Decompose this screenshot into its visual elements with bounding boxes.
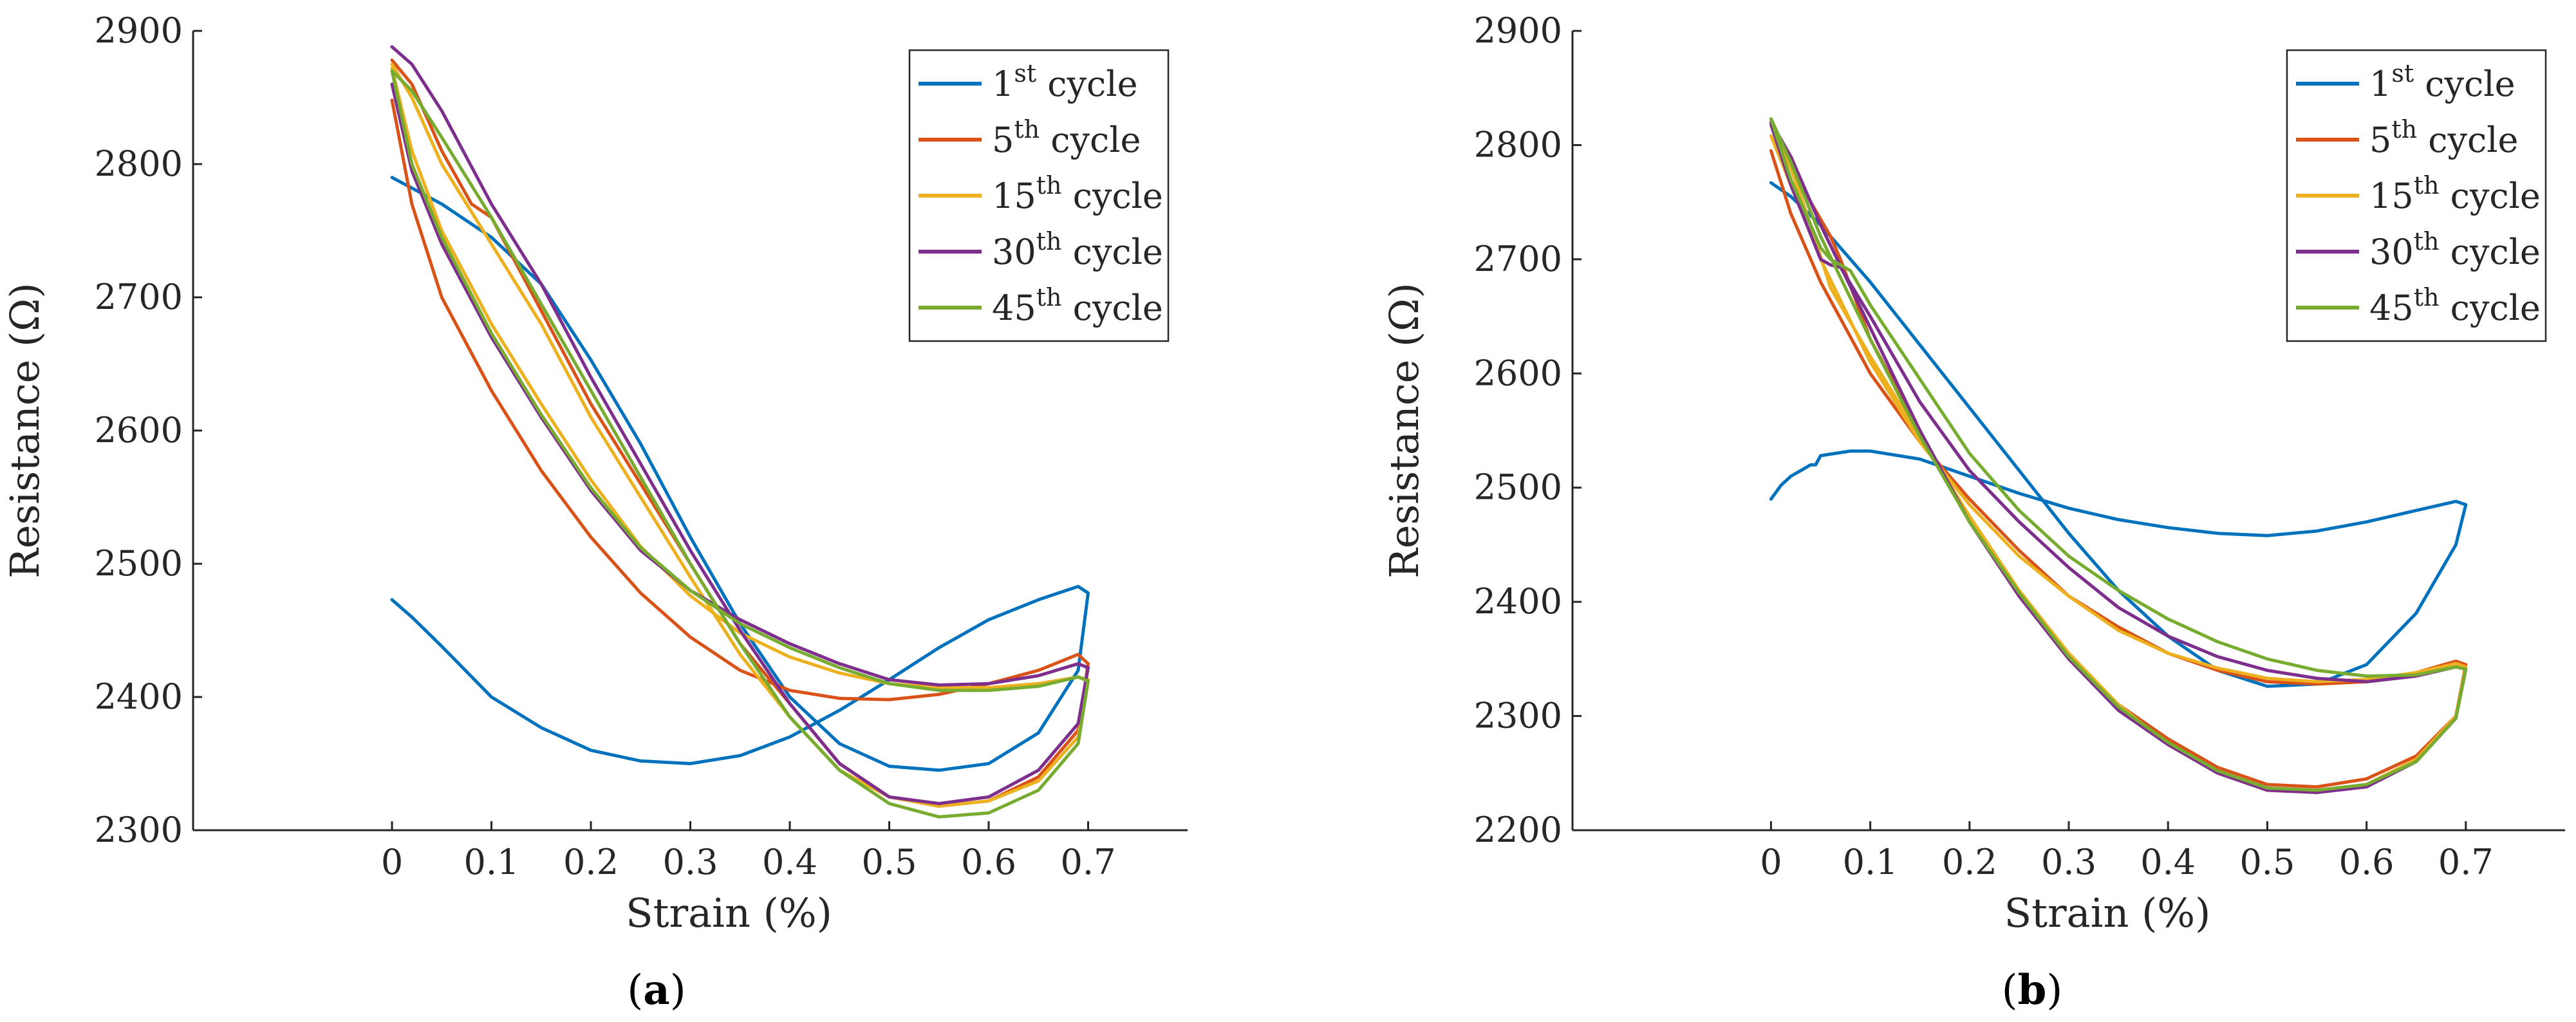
- legend-entry-number: 1: [992, 64, 1014, 104]
- series-line-45th-cycle: [1769, 117, 2468, 792]
- x-tick-label: 0.4: [2140, 842, 2196, 882]
- legend-entry-text: cycle: [2439, 176, 2540, 216]
- legend-entry: 15th cycle: [992, 171, 1163, 216]
- y-tick-label: 2500: [1474, 467, 1562, 508]
- x-tick-label: 0.2: [563, 842, 619, 882]
- panel-caption-close: ): [2046, 967, 2062, 1014]
- legend-entry-superscript: st: [1014, 59, 1036, 88]
- legend-entry-text: cycle: [1040, 120, 1141, 160]
- legend-entry-text: cycle: [2414, 64, 2515, 104]
- legend-entry-superscript: th: [2414, 171, 2440, 200]
- x-tick-label: 0.3: [2041, 842, 2096, 882]
- legend-entry-superscript: th: [1036, 227, 1062, 256]
- x-tick-label: 0: [381, 842, 403, 882]
- legend-entry: 45th cycle: [2369, 283, 2541, 328]
- legend-entry-number: 15: [992, 176, 1036, 216]
- legend-entry-text: cycle: [1036, 64, 1137, 104]
- x-tick-label: 0: [1760, 842, 1782, 882]
- legend-entry-text: cycle: [1061, 288, 1162, 328]
- legend-entry-text: cycle: [1061, 176, 1162, 216]
- x-tick-label: 0.2: [1942, 842, 1997, 882]
- x-tick-label: 0.5: [862, 842, 917, 882]
- legend-entry: 30th cycle: [2369, 227, 2541, 272]
- x-tick-label: 0.7: [2438, 842, 2494, 882]
- legend-entry-text: cycle: [2439, 232, 2540, 272]
- legend-entry-superscript: th: [1036, 283, 1062, 311]
- legend-entry: 5th cycle: [2369, 115, 2519, 160]
- legend-entry-superscript: th: [2414, 227, 2440, 256]
- legend-entry-superscript: th: [2391, 115, 2417, 144]
- panel-caption-letter: a: [643, 966, 669, 1014]
- panel-caption-open: (: [2002, 967, 2018, 1014]
- x-tick-label: 0.1: [1843, 842, 1898, 882]
- y-tick-label: 2200: [1474, 810, 1562, 850]
- legend-entry: 45th cycle: [992, 283, 1163, 328]
- panel-caption-open: (: [627, 967, 643, 1014]
- y-tick-label: 2800: [95, 144, 183, 184]
- series-group: [390, 45, 1090, 819]
- y-tick-label: 2400: [1474, 581, 1562, 622]
- panel-caption: (b): [2002, 966, 2063, 1014]
- series-line-45th-cycle: [390, 69, 1090, 819]
- y-tick-label: 2600: [1474, 353, 1562, 393]
- x-axis-label: Strain (%): [2004, 889, 2211, 936]
- x-tick-label: 0.6: [961, 842, 1016, 882]
- legend-entry: 30th cycle: [992, 227, 1163, 272]
- legend-entry-number: 30: [992, 232, 1036, 272]
- x-tick-label: 0.4: [762, 842, 817, 882]
- x-tick-label: 0.5: [2239, 842, 2295, 882]
- legend-entry-superscript: th: [2414, 283, 2440, 311]
- panel-caption: (a): [627, 966, 686, 1014]
- panel-caption-letter: b: [2018, 966, 2047, 1014]
- x-tick-label: 0.3: [663, 842, 718, 882]
- x-tick-label: 0.6: [2339, 842, 2394, 882]
- legend-entry: 5th cycle: [992, 115, 1141, 160]
- legend-entry-text: cycle: [2439, 288, 2540, 328]
- legend-entry-number: 30: [2369, 232, 2414, 272]
- legend-entry-superscript: st: [2391, 59, 2414, 88]
- legend-entry-number: 5: [992, 120, 1014, 160]
- series-group: [1769, 117, 2468, 794]
- y-axis-label: Resistance (Ω): [1, 283, 48, 579]
- y-tick-label: 2300: [1474, 696, 1562, 736]
- series-line-30th-cycle: [390, 45, 1090, 806]
- y-tick-label: 2900: [95, 10, 183, 51]
- legend-entry-number: 45: [992, 288, 1036, 328]
- y-tick-label: 2500: [95, 543, 183, 584]
- legend-entry-number: 1: [2369, 64, 2391, 104]
- y-axis-label: Resistance (Ω): [1381, 283, 1428, 579]
- y-tick-label: 2900: [1474, 10, 1562, 51]
- legend-entry: 1st cycle: [2369, 59, 2515, 104]
- panel-b: 0 0.1 0.2 0.3 0.4 0.5 0.6 0.7 2200 2300 2400 2500 26…: [1381, 10, 2565, 1014]
- legend-entry-superscript: th: [1036, 171, 1062, 200]
- legend-entry-text: cycle: [1061, 232, 1162, 272]
- y-tick-label: 2600: [95, 410, 183, 451]
- y-tick-label: 2800: [1474, 124, 1562, 165]
- x-tick-label: 0.7: [1061, 842, 1116, 882]
- y-tick-label: 2700: [1474, 239, 1562, 279]
- series-line-1st-cycle: [1769, 181, 2468, 688]
- legend-entry-superscript: th: [1014, 115, 1040, 144]
- legend-entry-number: 45: [2369, 288, 2414, 328]
- panel-caption-close: ): [670, 967, 686, 1014]
- legend-entry-text: cycle: [2417, 120, 2518, 160]
- y-tick-label: 2300: [95, 810, 183, 850]
- legend-entry: 1st cycle: [992, 59, 1138, 104]
- legend-entry-number: 15: [2369, 176, 2414, 216]
- y-tick-label: 2700: [95, 277, 183, 317]
- panel-a: 0 0.1 0.2 0.3 0.4 0.5 0.6 0.7 2300 2400 2500 2600 27…: [1, 10, 1188, 1014]
- legend-entry-number: 5: [2369, 120, 2391, 160]
- legend-entry: 15th cycle: [2369, 171, 2541, 216]
- y-tick-label: 2400: [95, 676, 183, 717]
- series-line-1st-cycle: [390, 176, 1090, 772]
- x-tick-label: 0.1: [464, 842, 519, 882]
- x-axis-label: Strain (%): [626, 889, 832, 936]
